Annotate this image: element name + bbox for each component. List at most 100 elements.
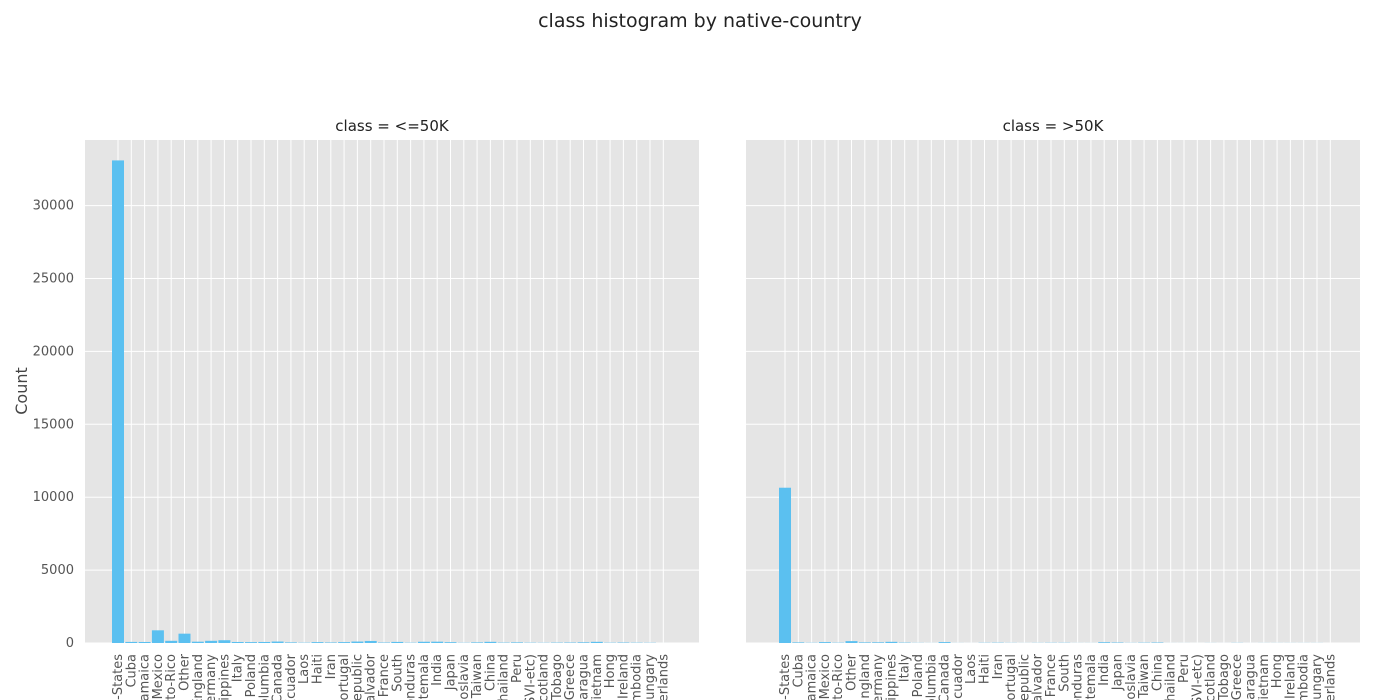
x-tick-label: atemala	[1084, 654, 1099, 700]
x-tick-label: Other	[178, 653, 193, 691]
x-tick-label: England	[191, 654, 206, 700]
x-tick-label: goslavia	[1124, 654, 1139, 700]
x-tick-label: ilippines	[217, 654, 232, 700]
bar-mexico	[818, 642, 831, 643]
x-tick-label: ortugal	[337, 654, 352, 700]
bar-jamaica	[138, 641, 151, 643]
bar-india	[1098, 642, 1111, 643]
y-tick-label: 0	[66, 636, 74, 651]
x-tick-label: cotland	[537, 654, 552, 700]
y-tick-label: 5000	[41, 563, 74, 578]
y-tick-label: 20000	[33, 344, 74, 359]
bar-taiwan	[471, 642, 484, 643]
bar-columbia	[258, 641, 271, 643]
panel-title: class = >50K	[1003, 117, 1105, 135]
bar-england	[858, 642, 871, 643]
bar-germany	[872, 642, 885, 643]
bar-united-states	[779, 487, 791, 643]
x-tick-label: Poland	[244, 654, 259, 697]
x-tick-label: ilippines	[884, 654, 899, 700]
x-tick-label: Italy	[898, 654, 913, 683]
x-tick-label: Hong	[1270, 654, 1285, 688]
bar-canada	[271, 641, 284, 643]
bar-philippines	[885, 641, 898, 643]
x-tick-label: ungary	[643, 654, 658, 700]
x-tick-label: atemala	[417, 654, 432, 700]
x-tick-label: amaica	[805, 654, 820, 700]
x-tick-label: olumbia	[257, 654, 272, 700]
x-tick-label: onduras	[404, 654, 419, 700]
x-tick-label: alvador	[364, 653, 379, 700]
x-tick-label: ortugal	[1004, 654, 1019, 700]
bar-guatemala	[417, 641, 430, 643]
x-tick-label: India	[1097, 654, 1112, 686]
x-tick-label: mbodia	[630, 654, 645, 700]
x-tick-label: Iran	[324, 654, 339, 679]
x-tick-label: Greece	[563, 654, 578, 700]
y-tick-label: 15000	[33, 417, 74, 432]
x-tick-label: Haiti	[978, 654, 993, 684]
bar-china	[484, 641, 497, 643]
x-tick-label: epublic	[1017, 654, 1032, 700]
x-tick-label: alvador	[1031, 653, 1046, 700]
x-tick-label: Laos	[964, 654, 979, 684]
x-tick-label: Vietnam	[590, 654, 605, 700]
x-tick-label: olumbia	[924, 654, 939, 700]
bar-england	[191, 641, 204, 643]
bar-united-states	[112, 160, 124, 643]
x-tick-label: Vietnam	[1257, 654, 1272, 700]
bar-peru	[511, 642, 523, 643]
x-tick-label: Peru	[510, 654, 525, 683]
x-tick-label: South	[1057, 654, 1072, 692]
panel-background	[85, 140, 699, 643]
bar-portugal	[338, 642, 351, 643]
bar-puerto-rico	[165, 640, 178, 643]
bar-other	[845, 641, 858, 643]
x-tick-label: to-Rico	[831, 654, 846, 700]
panel-title: class = <=50K	[335, 117, 450, 135]
panel-background	[746, 140, 1360, 643]
bar-italy	[231, 641, 244, 643]
x-tick-label: Peru	[1177, 654, 1192, 683]
x-tick-label: ungary	[1310, 654, 1325, 700]
x-tick-label: ermany	[204, 654, 219, 700]
x-tick-label: Mexico	[818, 654, 833, 699]
figure-title: class histogram by native-country	[538, 10, 862, 32]
x-tick-label: Canada	[938, 654, 953, 700]
x-tick-label: hailand	[497, 654, 512, 700]
bar-cuba	[792, 642, 805, 643]
x-tick-label: hailand	[1164, 654, 1179, 700]
x-tick-label: Haiti	[311, 654, 326, 684]
x-tick-label: erlands	[1323, 654, 1338, 700]
x-tick-label: Italy	[231, 654, 246, 683]
y-tick-label: 25000	[33, 272, 74, 287]
bar-japan	[444, 642, 457, 643]
x-tick-label: South	[390, 654, 405, 692]
x-tick-label: -States	[111, 654, 126, 700]
x-tick-label: caragua	[1244, 654, 1259, 700]
x-tick-label: onduras	[1071, 654, 1086, 700]
x-tick-label: France	[377, 654, 392, 697]
x-tick-label: Japan	[1111, 654, 1126, 691]
x-tick-label: amaica	[138, 654, 153, 700]
x-tick-label: India	[430, 654, 445, 686]
y-axis-label: Count	[12, 367, 31, 415]
bar-vietnam	[590, 641, 603, 643]
x-tick-label: erlands	[656, 654, 671, 700]
bar-haiti	[311, 642, 324, 643]
bar-el-salvador	[364, 640, 377, 643]
bar-poland	[245, 642, 257, 643]
bar-india	[431, 641, 444, 643]
x-tick-label: caragua	[577, 654, 592, 700]
x-tick-label: China	[1150, 654, 1165, 691]
x-tick-label: SVI-etc)	[1190, 654, 1205, 700]
bar-nicaragua	[577, 642, 590, 643]
x-tick-label: cuador	[951, 653, 966, 699]
x-tick-label: Japan	[444, 654, 459, 691]
x-tick-label: China	[483, 654, 498, 691]
bar-canada	[938, 642, 951, 643]
x-tick-label: Hong	[603, 654, 618, 688]
bar-germany	[205, 640, 218, 643]
x-tick-label: Taiwan	[470, 654, 485, 699]
